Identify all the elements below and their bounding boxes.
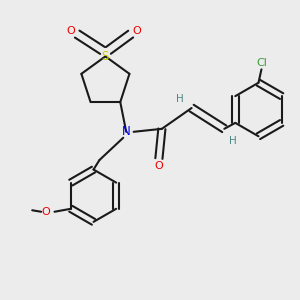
Text: O: O xyxy=(132,26,141,36)
Text: H: H xyxy=(229,136,237,146)
Text: H: H xyxy=(176,94,184,104)
Text: O: O xyxy=(154,161,163,171)
Text: N: N xyxy=(122,125,130,138)
Text: O: O xyxy=(41,207,50,217)
Text: S: S xyxy=(102,50,109,63)
Text: O: O xyxy=(67,26,76,36)
Text: Cl: Cl xyxy=(256,58,267,68)
